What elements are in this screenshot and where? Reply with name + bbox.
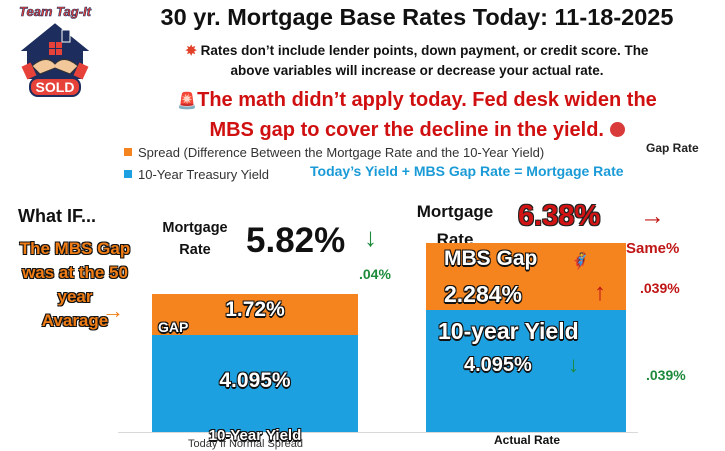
left-rate-label-line-2: Rate bbox=[179, 242, 211, 258]
team-tag-it-logo: SOLD Team Tag-It bbox=[2, 2, 108, 102]
logo-top-text: Team Tag-It bbox=[19, 4, 92, 19]
left-rate-change: .04% bbox=[359, 266, 391, 282]
page-title: 30 yr. Mortgage Base Rates Today: 11-18-… bbox=[160, 4, 674, 30]
disclaimer-line-1: Rates don’t include lender points, down … bbox=[200, 43, 649, 58]
alert-line-2: MBS gap to cover the decline in the yiel… bbox=[209, 119, 604, 141]
left-yield-value: 4.095% bbox=[219, 368, 291, 392]
x-category-1: Actual Rate bbox=[494, 433, 561, 447]
right-spread-value: 2.284% bbox=[444, 280, 523, 307]
left-rate-text: 5.82% bbox=[246, 221, 346, 260]
legend-swatch-orange bbox=[124, 148, 132, 156]
yield-change: .039% bbox=[646, 367, 686, 383]
left-rate-label-line-1: Mortgage bbox=[162, 220, 228, 236]
mbs-note-line-3: year bbox=[57, 287, 93, 306]
bar-today-normal-spread: 1.72% GAP 4.095% 10-Year Yield bbox=[152, 293, 358, 444]
alert-line-1: The math didn’t apply today. Fed desk wi… bbox=[197, 89, 657, 111]
burst-icon: ✸ bbox=[185, 43, 197, 58]
right-mortgage-rate-value: 6.38% bbox=[518, 200, 601, 232]
gap-rate-label: Gap Rate bbox=[646, 141, 699, 155]
legend-item-spread: Spread (Difference Between the Mortgage … bbox=[124, 145, 544, 160]
up-arrow-icon: ↑ bbox=[594, 278, 606, 306]
bar-segment-10yr-yield: 10-year Yield 4.095% ↓ bbox=[426, 310, 626, 432]
rate-formula: Today’s Yield + MBS Gap Rate = Mortgage … bbox=[310, 163, 624, 179]
right-rate-label-line-1: Mortgage bbox=[416, 202, 494, 221]
right-red-arrow-icon: → bbox=[640, 202, 665, 230]
mbs-note-line-4: Avarage bbox=[41, 311, 109, 330]
left-spread-value: 1.72% bbox=[225, 297, 285, 321]
bar-actual-rate: MBS Gap 🦸 2.284% ↑ 10-year Yield 4.095% … bbox=[426, 242, 626, 432]
rate-same-label: Same% bbox=[626, 240, 680, 257]
bar-segment-mbs-gap: MBS Gap 🦸 2.284% ↑ bbox=[426, 242, 626, 311]
right-yield-value: 4.095% bbox=[464, 354, 532, 377]
legend-label-yield: 10-Year Treasury Yield bbox=[138, 167, 270, 182]
mbs-gap-label: MBS Gap bbox=[444, 247, 537, 271]
legend-label-spread: Spread (Difference Between the Mortgage … bbox=[138, 145, 545, 160]
left-yield-name: 10-Year Yield bbox=[208, 426, 302, 444]
mbs-note-line-1: The MBS Gap bbox=[19, 239, 131, 258]
bar-segment-spread: 1.72% GAP bbox=[152, 293, 358, 335]
down-arrow-icon: ↓ bbox=[364, 222, 377, 252]
logo-badge-text: SOLD bbox=[36, 79, 75, 95]
right-yield-name: 10-year Yield bbox=[438, 318, 579, 345]
mbs-note-line-2: was at the 50 bbox=[22, 263, 128, 282]
gap-tag: GAP bbox=[158, 318, 189, 335]
superhero-icon: 🦸 bbox=[570, 252, 590, 270]
angry-face-icon bbox=[609, 122, 625, 137]
siren-icon: 🚨 bbox=[177, 93, 198, 110]
legend-item-yield: 10-Year Treasury Yield bbox=[124, 167, 269, 182]
disclaimer-line-2: above variables will increase or decreas… bbox=[230, 63, 604, 78]
alert-message: 🚨The math didn’t apply today. Fed desk w… bbox=[112, 86, 722, 144]
house-handshake-icon: SOLD Team Tag-It bbox=[15, 4, 95, 97]
right-arrow-icon: → bbox=[102, 298, 124, 323]
disclaimer-note: ✸ Rates don’t include lender points, dow… bbox=[112, 41, 722, 81]
green-down-arrow-icon: ↓ bbox=[568, 352, 579, 378]
left-mortgage-rate-value: 5.82% bbox=[246, 221, 345, 261]
chart-baseline bbox=[118, 432, 638, 433]
x-category-0: Today if Normal Spread bbox=[188, 438, 303, 450]
mbs-gap-text: MBS Gap bbox=[444, 246, 538, 270]
gap-change: .039% bbox=[640, 280, 680, 296]
bar-segment-yield: 4.095% 10-Year Yield bbox=[152, 334, 358, 444]
left-mortgage-rate-label: Mortgage Rate bbox=[150, 217, 240, 261]
mbs-average-note: The MBS Gap was at the 50 year Avarage bbox=[6, 237, 144, 333]
what-if-heading: What IF... bbox=[18, 206, 96, 226]
legend-swatch-blue bbox=[124, 170, 132, 178]
